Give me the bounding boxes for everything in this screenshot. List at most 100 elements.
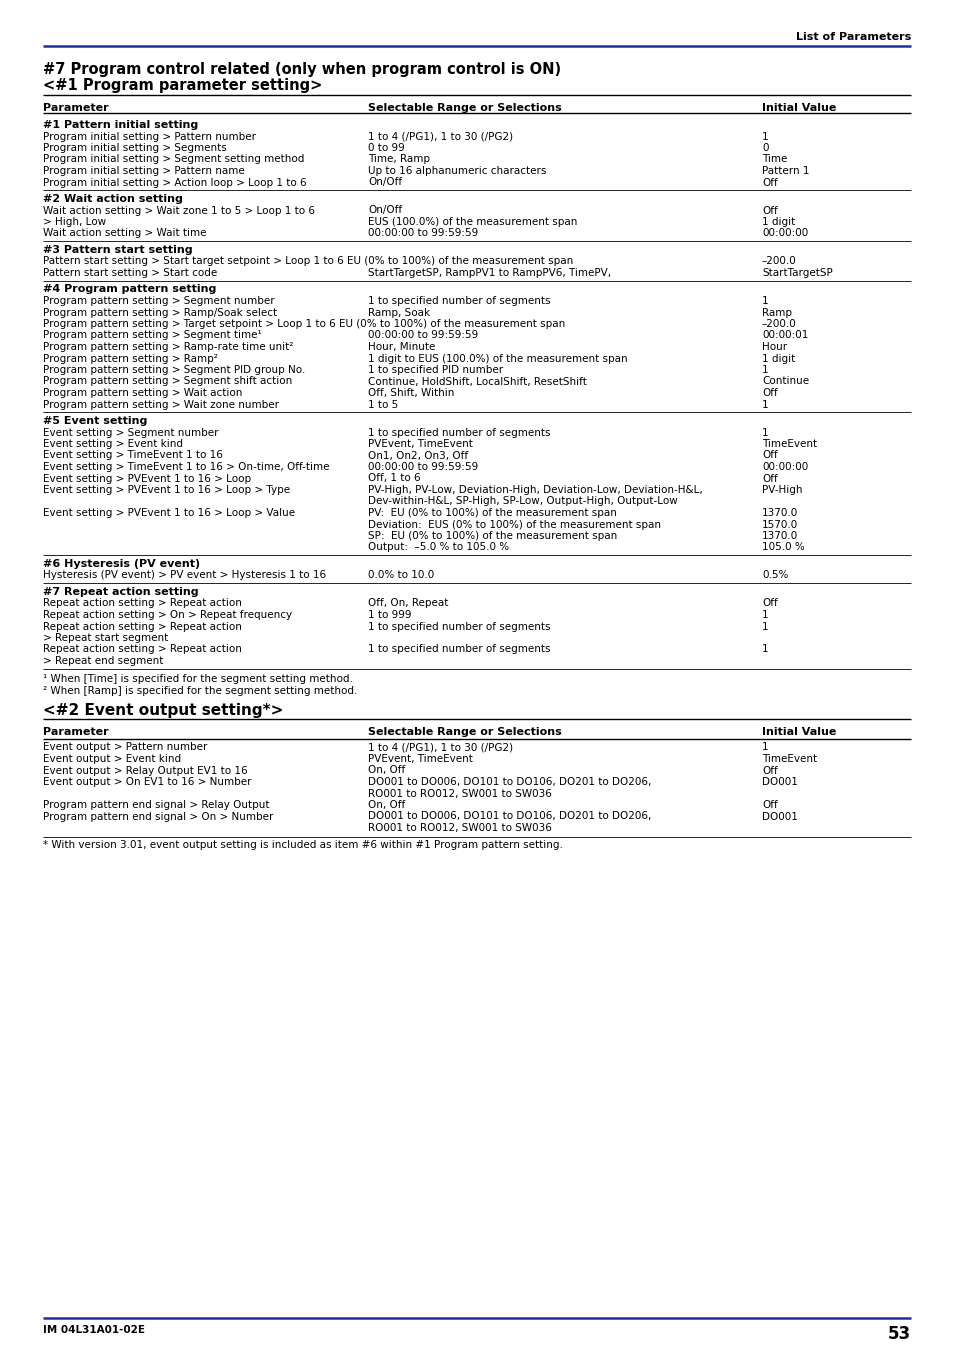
Text: <#2 Event output setting*>: <#2 Event output setting*> <box>43 704 283 719</box>
Text: StartTargetSP, RampPV1 to RampPV6, TimePV,: StartTargetSP, RampPV1 to RampPV6, TimeP… <box>368 267 611 278</box>
Text: #2 Wait action setting: #2 Wait action setting <box>43 195 183 204</box>
Text: Program pattern end signal > On > Number: Program pattern end signal > On > Number <box>43 812 274 821</box>
Text: Event setting > Segment number: Event setting > Segment number <box>43 427 218 438</box>
Text: Repeat action setting > On > Repeat frequency: Repeat action setting > On > Repeat freq… <box>43 611 292 620</box>
Text: Off: Off <box>761 205 777 216</box>
Text: DO001 to DO006, DO101 to DO106, DO201 to DO206,: DO001 to DO006, DO101 to DO106, DO201 to… <box>368 812 651 821</box>
Text: Program pattern setting > Segment PID group No.: Program pattern setting > Segment PID gr… <box>43 365 305 376</box>
Text: 53: 53 <box>887 1325 910 1343</box>
Text: Program pattern setting > Wait action: Program pattern setting > Wait action <box>43 388 242 399</box>
Text: #3 Pattern start setting: #3 Pattern start setting <box>43 245 193 255</box>
Text: StartTargetSP: StartTargetSP <box>761 267 832 278</box>
Text: On1, On2, On3, Off: On1, On2, On3, Off <box>368 450 468 461</box>
Text: Wait action setting > Wait time: Wait action setting > Wait time <box>43 228 206 239</box>
Text: 0 to 99: 0 to 99 <box>368 143 404 153</box>
Text: 1: 1 <box>761 621 768 631</box>
Text: 1: 1 <box>761 296 768 305</box>
Text: Selectable Range or Selections: Selectable Range or Selections <box>368 103 561 113</box>
Text: #7 Program control related (only when program control is ON): #7 Program control related (only when pr… <box>43 62 560 77</box>
Text: Program pattern setting > Wait zone number: Program pattern setting > Wait zone numb… <box>43 400 278 409</box>
Text: EUS (100.0%) of the measurement span: EUS (100.0%) of the measurement span <box>368 218 577 227</box>
Text: Repeat action setting > Repeat action: Repeat action setting > Repeat action <box>43 644 242 654</box>
Text: PVEvent, TimeEvent: PVEvent, TimeEvent <box>368 439 473 449</box>
Text: Event setting > PVEvent 1 to 16 > Loop: Event setting > PVEvent 1 to 16 > Loop <box>43 473 251 484</box>
Text: Event setting > Event kind: Event setting > Event kind <box>43 439 183 449</box>
Text: Off: Off <box>761 800 777 811</box>
Text: Event setting > TimeEvent 1 to 16: Event setting > TimeEvent 1 to 16 <box>43 450 223 461</box>
Text: Ramp: Ramp <box>761 308 791 317</box>
Text: Event output > Event kind: Event output > Event kind <box>43 754 181 765</box>
Text: 1 digit to EUS (100.0%) of the measurement span: 1 digit to EUS (100.0%) of the measureme… <box>368 354 627 363</box>
Text: PV:  EU (0% to 100%) of the measurement span: PV: EU (0% to 100%) of the measurement s… <box>368 508 617 517</box>
Text: Event output > On EV1 to 16 > Number: Event output > On EV1 to 16 > Number <box>43 777 252 788</box>
Text: PVEvent, TimeEvent: PVEvent, TimeEvent <box>368 754 473 765</box>
Text: On/Off: On/Off <box>368 205 402 216</box>
Text: > Repeat end segment: > Repeat end segment <box>43 657 163 666</box>
Text: 1 to specified number of segments: 1 to specified number of segments <box>368 644 550 654</box>
Text: Time, Ramp: Time, Ramp <box>368 154 430 165</box>
Text: List of Parameters: List of Parameters <box>795 32 910 42</box>
Text: #7 Repeat action setting: #7 Repeat action setting <box>43 586 198 597</box>
Text: > High, Low: > High, Low <box>43 218 106 227</box>
Text: > Repeat start segment: > Repeat start segment <box>43 634 168 643</box>
Text: Event output > Pattern number: Event output > Pattern number <box>43 743 207 753</box>
Text: 00:00:01: 00:00:01 <box>761 331 807 340</box>
Text: 1 to specified number of segments: 1 to specified number of segments <box>368 296 550 305</box>
Text: Off, On, Repeat: Off, On, Repeat <box>368 598 448 608</box>
Text: Program pattern setting > Target setpoint > Loop 1 to 6 EU (0% to 100%) of the m: Program pattern setting > Target setpoin… <box>43 319 565 330</box>
Text: Continue: Continue <box>761 377 808 386</box>
Text: 1 to 999: 1 to 999 <box>368 611 411 620</box>
Text: 1 to specified number of segments: 1 to specified number of segments <box>368 427 550 438</box>
Text: 1 digit: 1 digit <box>761 354 795 363</box>
Text: Output:  –5.0 % to 105.0 %: Output: –5.0 % to 105.0 % <box>368 543 509 553</box>
Text: Off: Off <box>761 766 777 775</box>
Text: 00:00:00 to 99:59:59: 00:00:00 to 99:59:59 <box>368 462 477 471</box>
Text: Program pattern setting > Ramp²: Program pattern setting > Ramp² <box>43 354 217 363</box>
Text: Event setting > TimeEvent 1 to 16 > On-time, Off-time: Event setting > TimeEvent 1 to 16 > On-t… <box>43 462 329 471</box>
Text: 00:00:00: 00:00:00 <box>761 228 807 239</box>
Text: Pattern start setting > Start code: Pattern start setting > Start code <box>43 267 217 278</box>
Text: PV-High, PV-Low, Deviation-High, Deviation-Low, Deviation-H&L,: PV-High, PV-Low, Deviation-High, Deviati… <box>368 485 702 494</box>
Text: 1: 1 <box>761 644 768 654</box>
Text: ¹ When [Time] is specified for the segment setting method.: ¹ When [Time] is specified for the segme… <box>43 674 353 685</box>
Text: Continue, HoldShift, LocalShift, ResetShift: Continue, HoldShift, LocalShift, ResetSh… <box>368 377 586 386</box>
Text: Off: Off <box>761 177 777 188</box>
Text: RO001 to RO012, SW001 to SW036: RO001 to RO012, SW001 to SW036 <box>368 823 551 834</box>
Text: 00:00:00 to 99:59:59: 00:00:00 to 99:59:59 <box>368 228 477 239</box>
Text: Program pattern setting > Ramp/Soak select: Program pattern setting > Ramp/Soak sele… <box>43 308 276 317</box>
Text: Pattern start setting > Start target setpoint > Loop 1 to 6 EU (0% to 100%) of t: Pattern start setting > Start target set… <box>43 257 573 266</box>
Text: Hour: Hour <box>761 342 786 353</box>
Text: Program initial setting > Segments: Program initial setting > Segments <box>43 143 227 153</box>
Text: Event setting > PVEvent 1 to 16 > Loop > Type: Event setting > PVEvent 1 to 16 > Loop >… <box>43 485 290 494</box>
Text: 00:00:00 to 99:59:59: 00:00:00 to 99:59:59 <box>368 331 477 340</box>
Text: Program initial setting > Segment setting method: Program initial setting > Segment settin… <box>43 154 304 165</box>
Text: Event setting > PVEvent 1 to 16 > Loop > Value: Event setting > PVEvent 1 to 16 > Loop >… <box>43 508 294 517</box>
Text: –200.0: –200.0 <box>761 319 796 330</box>
Text: Ramp, Soak: Ramp, Soak <box>368 308 430 317</box>
Text: DO001 to DO006, DO101 to DO106, DO201 to DO206,: DO001 to DO006, DO101 to DO106, DO201 to… <box>368 777 651 788</box>
Text: RO001 to RO012, SW001 to SW036: RO001 to RO012, SW001 to SW036 <box>368 789 551 798</box>
Text: On, Off: On, Off <box>368 800 405 811</box>
Text: Hysteresis (PV event) > PV event > Hysteresis 1 to 16: Hysteresis (PV event) > PV event > Hyste… <box>43 570 326 581</box>
Text: Program pattern end signal > Relay Output: Program pattern end signal > Relay Outpu… <box>43 800 269 811</box>
Text: Repeat action setting > Repeat action: Repeat action setting > Repeat action <box>43 598 242 608</box>
Text: Off: Off <box>761 388 777 399</box>
Text: 1: 1 <box>761 131 768 142</box>
Text: Hour, Minute: Hour, Minute <box>368 342 435 353</box>
Text: * With version 3.01, event output setting is included as item #6 within #1 Progr: * With version 3.01, event output settin… <box>43 840 562 851</box>
Text: Parameter: Parameter <box>43 727 109 738</box>
Text: Program pattern setting > Segment time¹: Program pattern setting > Segment time¹ <box>43 331 261 340</box>
Text: 0.5%: 0.5% <box>761 570 787 581</box>
Text: Repeat action setting > Repeat action: Repeat action setting > Repeat action <box>43 621 242 631</box>
Text: Wait action setting > Wait zone 1 to 5 > Loop 1 to 6: Wait action setting > Wait zone 1 to 5 >… <box>43 205 314 216</box>
Text: Off: Off <box>761 473 777 484</box>
Text: Selectable Range or Selections: Selectable Range or Selections <box>368 727 561 738</box>
Text: Deviation:  EUS (0% to 100%) of the measurement span: Deviation: EUS (0% to 100%) of the measu… <box>368 520 660 530</box>
Text: Off, 1 to 6: Off, 1 to 6 <box>368 473 420 484</box>
Text: On, Off: On, Off <box>368 766 405 775</box>
Text: Initial Value: Initial Value <box>761 727 836 738</box>
Text: #1 Pattern initial setting: #1 Pattern initial setting <box>43 120 198 130</box>
Text: Time: Time <box>761 154 786 165</box>
Text: 1: 1 <box>761 365 768 376</box>
Text: <#1 Program parameter setting>: <#1 Program parameter setting> <box>43 78 322 93</box>
